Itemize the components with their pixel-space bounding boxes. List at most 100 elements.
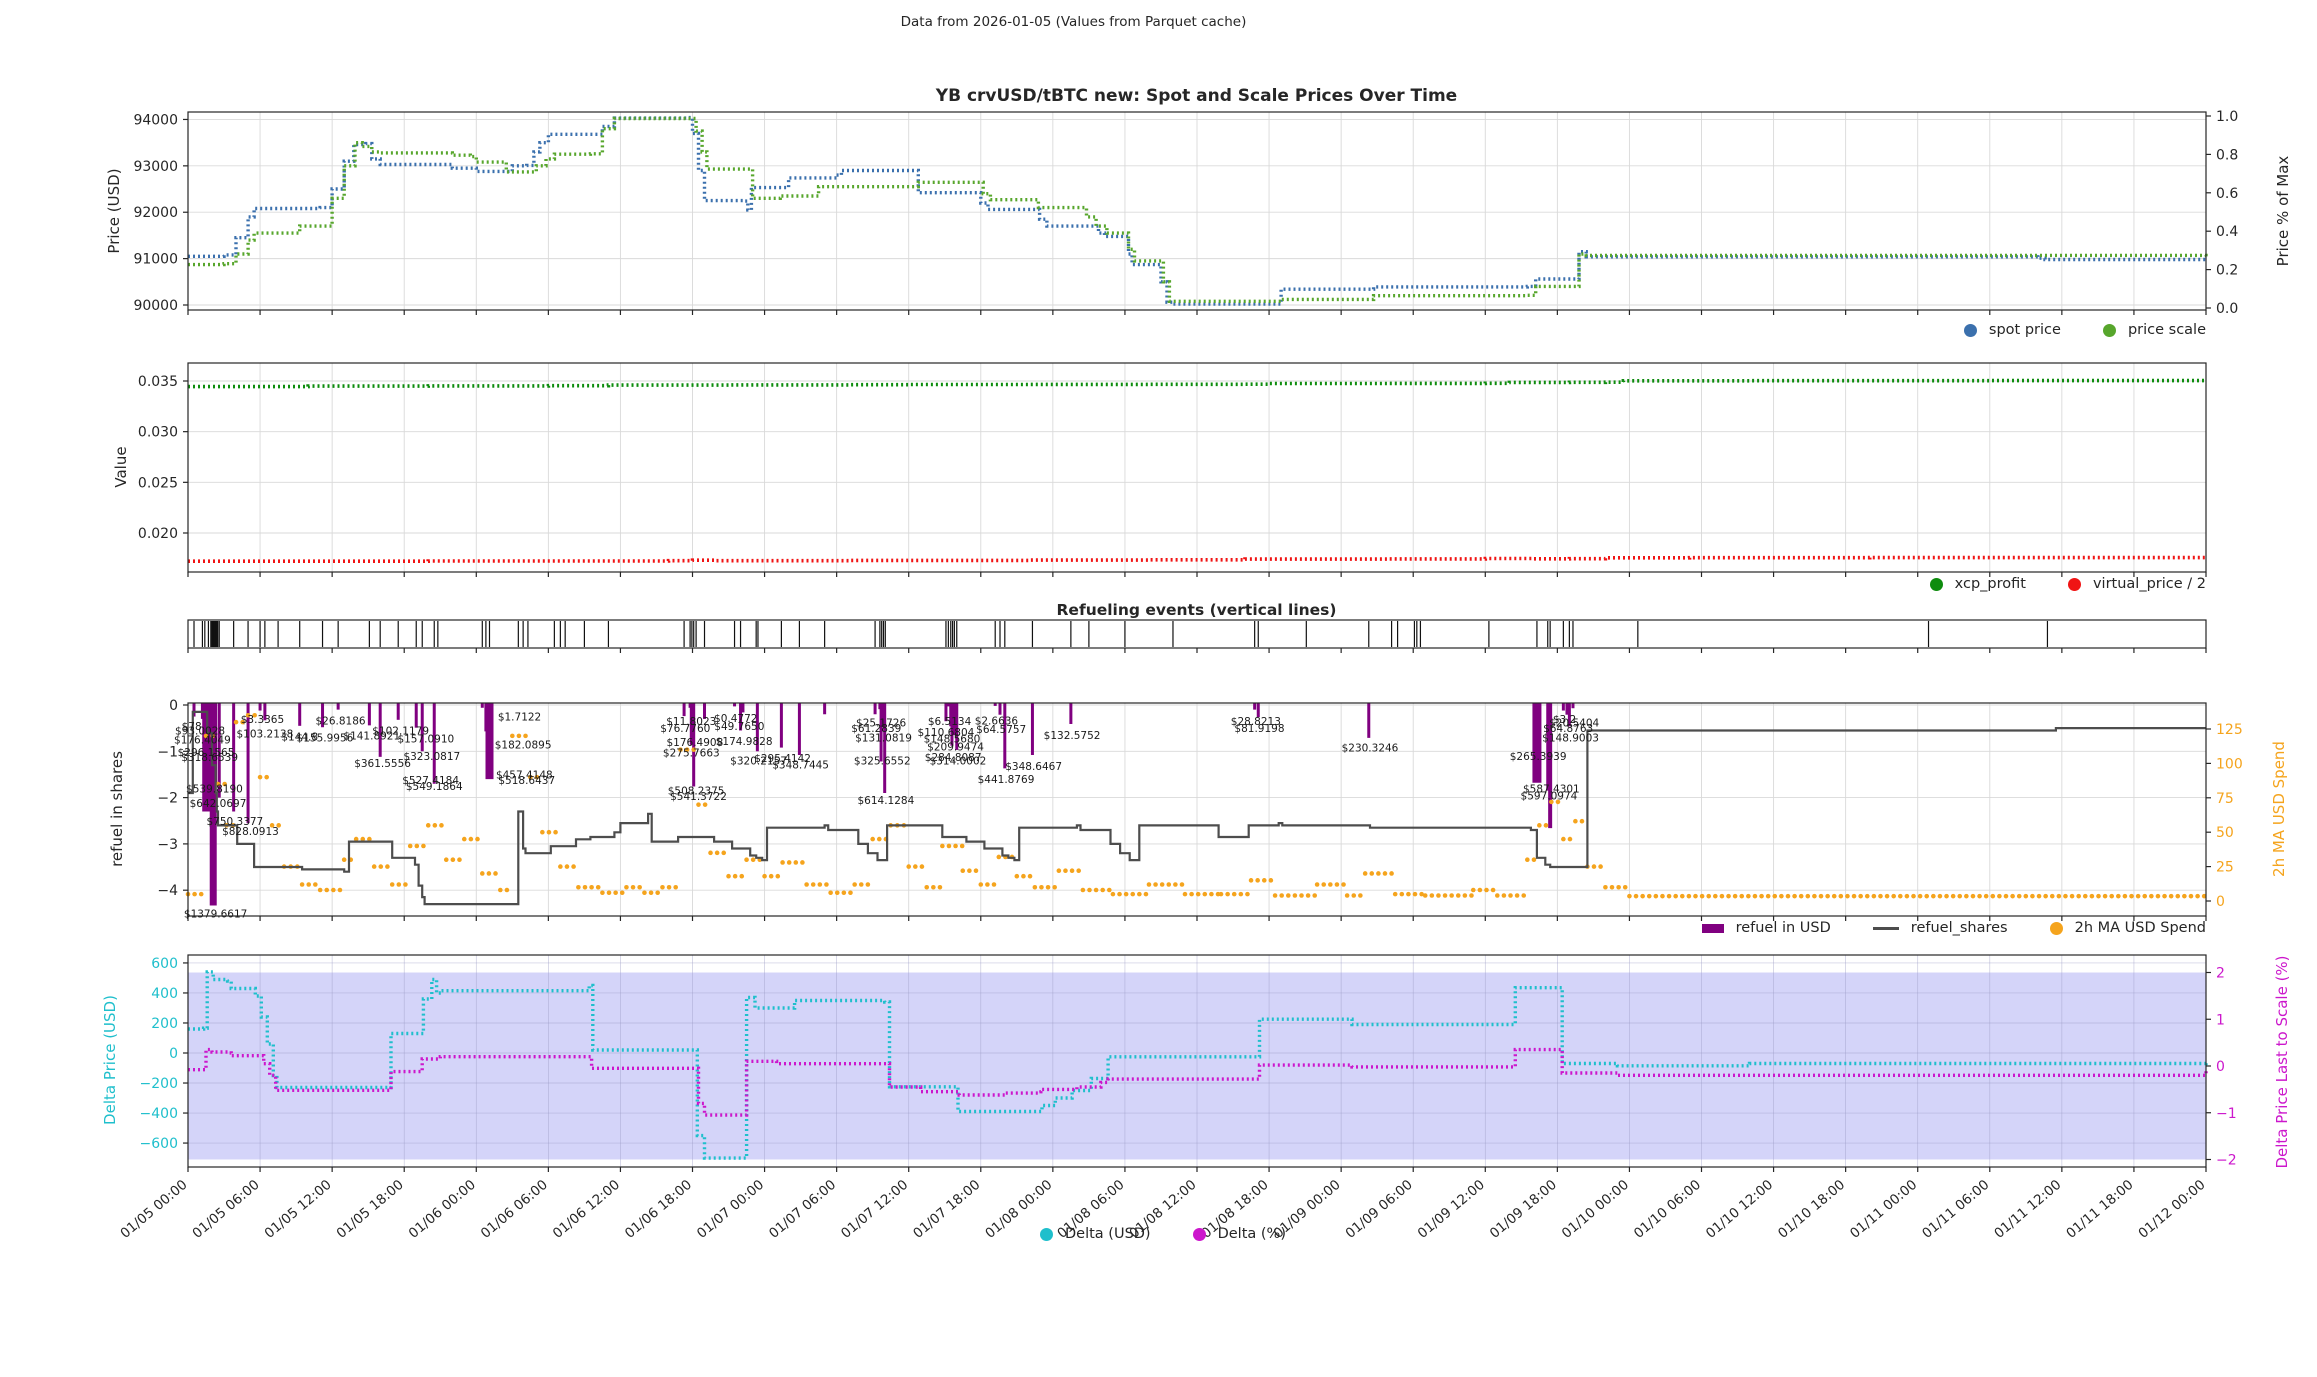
- spot-price-marker-icon: [1963, 323, 1977, 337]
- chart3-box: [187, 702, 2207, 917]
- x-tick-label: 01/11 06:00: [1919, 1177, 1992, 1242]
- refuel-annotation: $314.0002: [930, 756, 987, 768]
- x-tick-label: 01/07 12:00: [838, 1177, 911, 1242]
- refuel-annotation: $527.4184: [402, 775, 459, 787]
- chart1-plot: 90000 91000 92000 93000 94000 0.0 0.2 0.4 0.6 0.8…: [133, 109, 2238, 317]
- y-tick-label: 400: [151, 986, 178, 1002]
- refuel-annotation: $174.9828: [716, 736, 773, 748]
- refuel-annotation: $157.0910: [397, 733, 454, 745]
- legend-label: Delta (%): [1217, 1226, 1286, 1242]
- y-tick-label: 1: [2216, 1012, 2225, 1028]
- refuel-annotation: $61.2839: [851, 723, 901, 735]
- legend-item-refuel-usd: refuel in USD: [1701, 920, 1831, 936]
- refuel-annotation: $155.9956: [297, 732, 354, 744]
- y-tick-label: 91000: [133, 252, 178, 268]
- legend-item-virtual-price: virtual_price / 2: [2067, 576, 2206, 592]
- strip-title: Refueling events (vertical lines): [1056, 601, 1337, 619]
- y-tick-label: 0.2: [2216, 263, 2238, 279]
- y-tick-label: 0.6: [2216, 186, 2238, 202]
- chart4-ylabel-left: Delta Price (USD): [101, 995, 119, 1125]
- y-tick-label: −2: [2216, 1153, 2237, 1169]
- refuel-events-strip: [187, 621, 2207, 653]
- chart2-ylabel-left: Value: [112, 446, 130, 488]
- y-tick-label: 0.4: [2216, 224, 2238, 240]
- refuel-annotation: $132.5752: [1044, 730, 1101, 742]
- chart2-box: [187, 362, 2207, 573]
- refuel-annotation: $441.8769: [978, 774, 1035, 786]
- legend-item-spot-price: spot price: [1963, 322, 2061, 338]
- refuel-annotation: $182.0895: [495, 739, 552, 751]
- refuel-annotation: $2.6636: [975, 715, 1019, 727]
- x-tick-label: 01/09 18:00: [1487, 1177, 1560, 1242]
- chart1-ylabel-right: Price % of Max: [2274, 155, 2292, 267]
- x-tick-label: 01/05 00:00: [117, 1177, 190, 1242]
- chart3-ylabel-left: refuel in shares: [108, 751, 126, 867]
- refuel-annotation: $11.8023: [666, 716, 716, 728]
- virtual-price-marker-icon: [2067, 577, 2081, 591]
- refuel-annotation: $3.2: [1553, 714, 1576, 726]
- y-tick-label: 600: [151, 956, 178, 972]
- legend-label: price scale: [2127, 322, 2206, 338]
- y-tick-label: 0: [169, 1046, 178, 1062]
- refuel-annotation: $176.4049: [174, 735, 231, 747]
- refuel-annotation: $1379.6617: [184, 908, 247, 920]
- refuel-annotation: $265.3939: [1510, 751, 1567, 763]
- xcp-profit-marker-icon: [1929, 577, 1943, 591]
- refuel-annotation: $3.3365: [241, 714, 284, 726]
- legend-item-price-scale: price scale: [2102, 322, 2206, 338]
- refuel-annotation: $828.0913: [222, 826, 279, 838]
- x-tick-label: 01/10 18:00: [1775, 1177, 1848, 1242]
- y-tick-label: −2: [157, 791, 178, 807]
- chart4-ylabel-right: Delta Price Last to Scale (%): [2273, 955, 2291, 1169]
- refuel-annotation: $296.1565: [178, 747, 235, 759]
- refuel-annotation: $539.8190: [186, 783, 243, 795]
- chart4-legend: Delta (USD) Delta (%): [1040, 1226, 1286, 1242]
- refuel-annotation: $26.8186: [315, 715, 365, 727]
- y-tick-label: 0.025: [138, 475, 178, 491]
- chart4-plot: 600 400 200 0 −200 −400 −600 2 1 0 −1 −2: [140, 955, 2237, 1172]
- suptitle: Data from 2026-01-05 (Values from Parque…: [900, 14, 1247, 30]
- y-tick-label: 0.035: [138, 374, 178, 390]
- y-tick-label: 50: [2216, 825, 2234, 841]
- refuel-annotation: $597.0974: [1521, 790, 1578, 802]
- chart1-ylabel-left: Price (USD): [105, 168, 123, 254]
- refuel-annotation: $541.3722: [670, 791, 727, 803]
- refuel-annotation: $1.7122: [498, 712, 541, 724]
- refuel-annotation: $64.5757: [976, 724, 1026, 736]
- refuel-annotation: $25.1726: [856, 718, 906, 730]
- refuel-annotation: $81.9198: [1234, 723, 1284, 735]
- x-tick-label: 01/06 12:00: [550, 1177, 623, 1242]
- chart1-legend: spot price price scale: [1963, 322, 2206, 338]
- refuel-annotation: $284.8087: [925, 752, 982, 764]
- refuel-annotation: $6.5134: [928, 716, 972, 728]
- x-tick-label: 01/05 18:00: [334, 1177, 407, 1242]
- x-tick-label: 01/09 06:00: [1343, 1177, 1416, 1242]
- x-tick-label: 01/05 06:00: [189, 1177, 262, 1242]
- refuel-annotation: $750.3377: [206, 816, 263, 828]
- refuel-annotation: $642.0697: [190, 798, 247, 810]
- legend-item-delta-pct: Delta (%): [1192, 1226, 1286, 1242]
- refuel-annotation: $348.6467: [1005, 761, 1062, 773]
- refuel-annotation: $76.7760: [660, 723, 710, 735]
- delta-usd-marker-icon: [1040, 1227, 1053, 1241]
- x-tick-label: 01/07 06:00: [766, 1177, 839, 1242]
- y-tick-label: −1: [2216, 1106, 2237, 1122]
- chart1-title: YB crvUSD/tBTC new: Spot and Scale Price…: [935, 86, 1458, 106]
- legend-label: 2h MA USD Spend: [2074, 920, 2206, 936]
- x-tick-label: 01/11 18:00: [2063, 1177, 2136, 1242]
- y-tick-label: 200: [151, 1016, 178, 1032]
- refuel-annotation: $587.4301: [1523, 783, 1580, 795]
- refuel-annotation: $28.8213: [1231, 716, 1281, 728]
- refuel-annotation: $361.5556: [354, 758, 411, 770]
- refuel-annotation: $230.3246: [1342, 743, 1399, 755]
- y-tick-label: −400: [140, 1106, 178, 1122]
- refuel-annotation: $144.8: [281, 731, 318, 743]
- refuel-annotation: $141.8921: [343, 731, 400, 743]
- legend-label: Delta (USD): [1065, 1226, 1151, 1242]
- refuel-annotation: $323.0817: [403, 751, 460, 763]
- chart1-box: [187, 111, 2207, 311]
- legend-label: xcp_profit: [1954, 576, 2026, 592]
- refuel-annotation: $110.6804: [918, 727, 975, 739]
- legend-item-ma-usd-spend: 2h MA USD Spend: [2049, 920, 2206, 936]
- refuel-annotation: $457.4148: [496, 769, 553, 781]
